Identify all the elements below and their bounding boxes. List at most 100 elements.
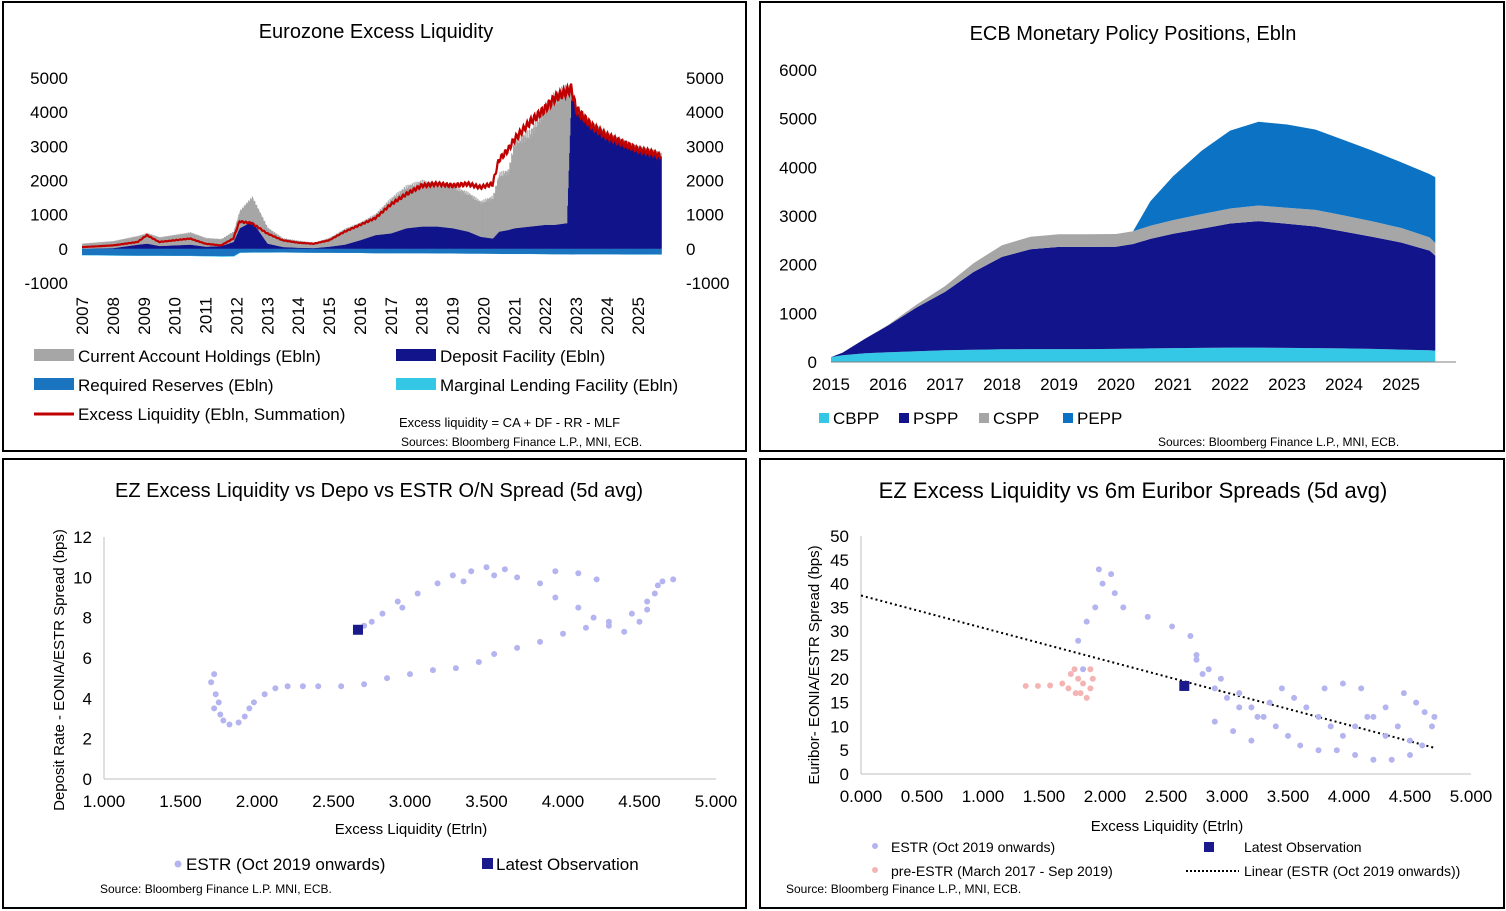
source-note: Source: Bloomberg Finance L.P. MNI, ECB. — [100, 882, 332, 896]
scatter-point — [1370, 757, 1376, 763]
y-tick-label: 6000 — [779, 61, 817, 80]
scatter-point — [1340, 733, 1346, 739]
latest-observation-point — [353, 625, 363, 635]
scatter-point — [1429, 723, 1435, 729]
scatter-point — [435, 580, 441, 586]
legend: CBPP PSPP CSPP PEPP — [819, 409, 1122, 428]
legend-swatch-deposit-facility — [396, 349, 436, 361]
rr-bar — [661, 249, 662, 255]
y-tick-label: 5 — [840, 741, 849, 760]
scatter-point — [1236, 704, 1242, 710]
scatter-point — [1087, 666, 1093, 672]
legend-swatch-cspp — [979, 413, 989, 423]
scatter-point — [491, 651, 497, 657]
y-tick-label: -1000 — [25, 274, 68, 293]
y2-tick-label: 5000 — [686, 69, 724, 88]
legend: ESTR (Oct 2019 onwards) Latest Observati… — [872, 839, 1460, 879]
y-tick-label: 35 — [830, 598, 849, 617]
x-tick-label: 2025 — [629, 297, 648, 335]
scatter-point — [1383, 733, 1389, 739]
y-tick-label: 10 — [830, 717, 849, 736]
y-tick-label: 1000 — [779, 304, 817, 323]
x-tick-label: 2017 — [382, 297, 401, 335]
y-tick-label: 3000 — [30, 137, 68, 156]
y2-tick-label: -1000 — [686, 274, 729, 293]
scatter-point — [242, 713, 248, 719]
scatter-point — [1224, 695, 1230, 701]
scatter-point — [300, 683, 306, 689]
scatter-point — [1291, 695, 1297, 701]
legend-swatch-current-account — [34, 349, 74, 361]
legend-label: Required Reserves (Ebln) — [78, 376, 274, 395]
x-tick-label: 2.000 — [1084, 787, 1127, 806]
x-tick-label: 2009 — [135, 297, 154, 335]
scatter-point — [1072, 666, 1078, 672]
scatter-point — [1169, 623, 1175, 629]
x-tick-label: 2023 — [567, 297, 586, 335]
y-tick-label: 4000 — [779, 158, 817, 177]
x-tick-label: 3.500 — [465, 792, 508, 811]
legend-swatch-estr — [872, 843, 878, 849]
scatter-point — [369, 619, 375, 625]
scatter-point — [1090, 676, 1096, 682]
y-tick-label: 1000 — [30, 206, 68, 225]
legend-label: ESTR (Oct 2019 onwards) — [186, 855, 385, 874]
scatter-point — [1407, 752, 1413, 758]
scatter-point — [1395, 723, 1401, 729]
x-tick-label: 2015 — [812, 375, 850, 394]
scatter-point — [1279, 685, 1285, 691]
y2-tick-label: 3000 — [686, 137, 724, 156]
x-tick-label: 2008 — [104, 297, 123, 335]
legend-label: Current Account Holdings (Ebln) — [78, 347, 321, 366]
scatter-point — [621, 629, 627, 635]
y-tick-label: 8 — [83, 609, 92, 628]
ecb-positions-svg: ECB Monetary Policy Positions, Ebln 6000… — [761, 3, 1506, 454]
scatter-point — [1047, 682, 1053, 688]
x-tick-label: 2.500 — [312, 792, 355, 811]
chart-title: Eurozone Excess Liquidity — [259, 21, 494, 43]
estr-spread-svg: EZ Excess Liquidity vs Depo vs ESTR O/N … — [4, 460, 749, 911]
legend-label: Linear (ESTR (Oct 2019 onwards)) — [1244, 863, 1460, 879]
scatter-point — [1187, 633, 1193, 639]
scatter-point — [1059, 681, 1065, 687]
x-tick-label: 4.500 — [618, 792, 661, 811]
scatter-point — [1419, 742, 1425, 748]
scatter-point — [1194, 657, 1200, 663]
scatter-point — [1401, 690, 1407, 696]
x-tick-label: 2018 — [413, 297, 432, 335]
scatter-point — [552, 568, 558, 574]
scatter-point — [1352, 752, 1358, 758]
scatter-point — [1206, 666, 1212, 672]
legend-label: Marginal Lending Facility (Ebln) — [440, 376, 678, 395]
scatter-point — [1080, 681, 1086, 687]
y-tick-label: 2000 — [30, 172, 68, 191]
scatter-point — [217, 711, 223, 717]
legend-swatch-pspp — [899, 413, 909, 423]
x-tick-label: 4.000 — [542, 792, 585, 811]
scatter-point — [1084, 695, 1090, 701]
scatter-point — [211, 705, 217, 711]
legend-swatch-marginal-lending — [396, 378, 436, 390]
y-tick-label: 4000 — [30, 103, 68, 122]
scatter-point — [637, 619, 643, 625]
scatter-point — [575, 570, 581, 576]
scatter-point — [338, 683, 344, 689]
plot-area — [861, 536, 1471, 774]
y-tick-label: 0 — [59, 240, 68, 259]
x-tick-label: 1.000 — [962, 787, 1005, 806]
legend-swatch-pre-estr — [872, 867, 878, 873]
x-tick-label: 2022 — [536, 297, 555, 335]
y-tick-label: 5000 — [779, 110, 817, 129]
scatter-point — [1255, 714, 1261, 720]
y-tick-label: 0 — [83, 770, 92, 789]
df-bar — [661, 156, 662, 248]
legend-label: Latest Observation — [496, 855, 639, 874]
scatter-point — [1340, 681, 1346, 687]
y-axis-title: Deposit Rate - EONIA/ESTR Spread (bps) — [51, 529, 68, 811]
scatter-point — [670, 576, 676, 582]
scatter-point — [1316, 714, 1322, 720]
x-tick-label: 2021 — [505, 297, 524, 335]
